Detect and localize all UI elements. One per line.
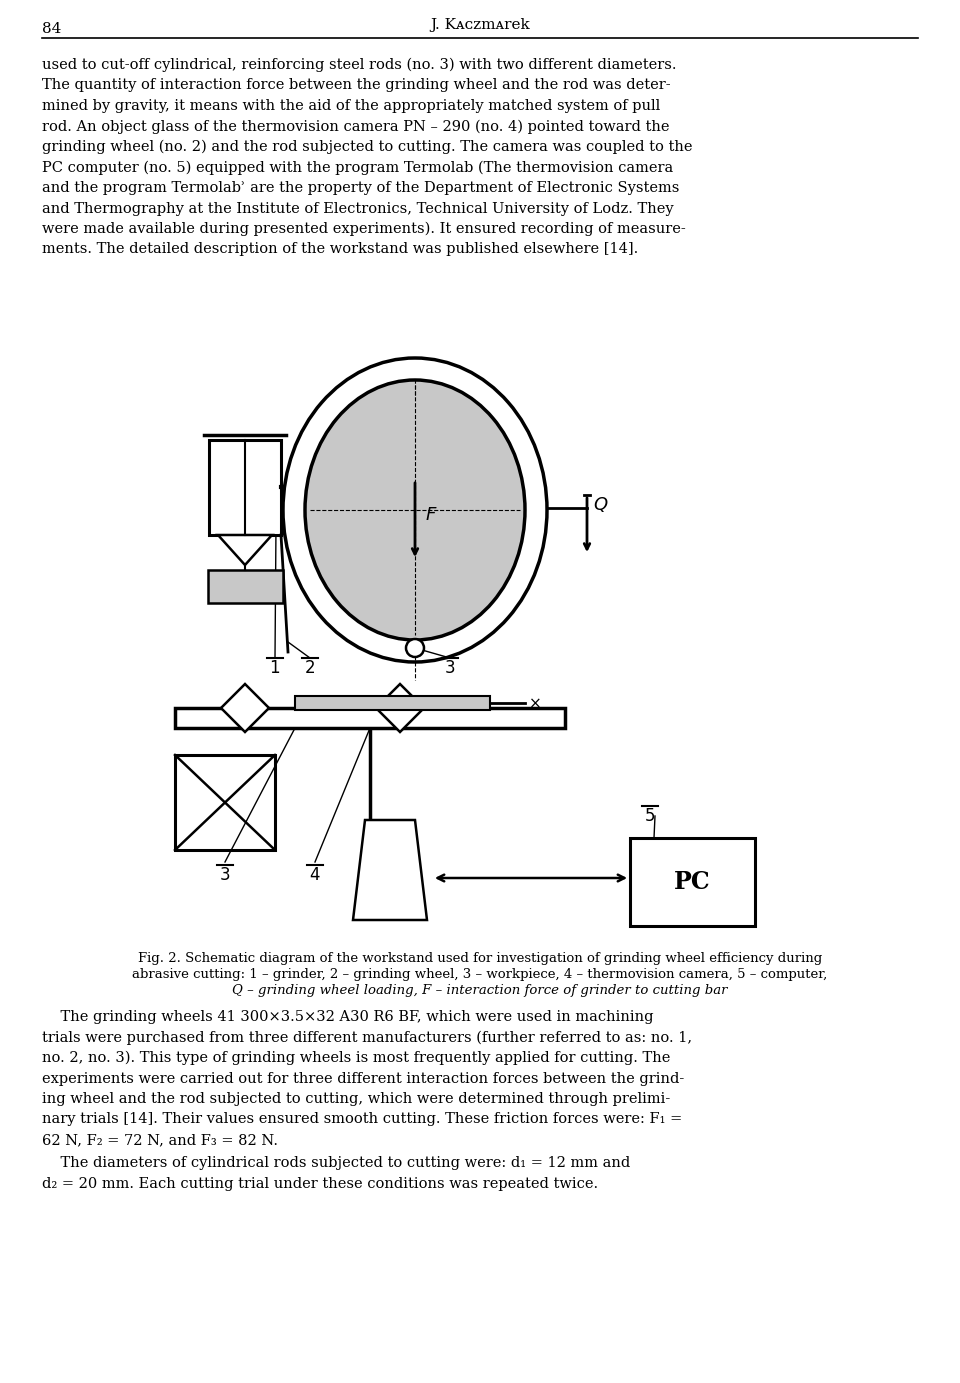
Text: and Thermography at the Institute of Electronics, Technical University of Lodz. : and Thermography at the Institute of Ele… [42, 202, 674, 216]
Circle shape [406, 639, 424, 657]
Text: $4$: $4$ [309, 867, 321, 884]
Bar [175, 708, 565, 727]
Text: used to cut-off cylindrical, reinforcing steel rods (no. 3) with two different d: used to cut-off cylindrical, reinforcing… [42, 58, 677, 72]
Text: PC computer (no. 5) equipped with the program Termolab (The thermovision camera: PC computer (no. 5) equipped with the pr… [42, 160, 673, 174]
Text: The diameters of cylindrical rods subjected to cutting were: d₁ = 12 mm and: The diameters of cylindrical rods subjec… [42, 1156, 631, 1170]
Text: 62 N, F₂ = 72 N, and F₃ = 82 N.: 62 N, F₂ = 72 N, and F₃ = 82 N. [42, 1133, 278, 1147]
Text: no. 2, no. 3). This type of grinding wheels is most frequently applied for cutti: no. 2, no. 3). This type of grinding whe… [42, 1051, 670, 1065]
Text: $3$: $3$ [444, 660, 456, 678]
Text: ments. The detailed description of the workstand was published elsewhere [14].: ments. The detailed description of the w… [42, 242, 638, 256]
Polygon shape [353, 820, 427, 920]
Text: nary trials [14]. Their values ensured smooth cutting. These friction forces wer: nary trials [14]. Their values ensured s… [42, 1112, 683, 1127]
Ellipse shape [283, 358, 547, 662]
Text: $1$: $1$ [270, 660, 280, 678]
Ellipse shape [305, 380, 525, 640]
Text: $\times$: $\times$ [528, 696, 540, 711]
Polygon shape [218, 535, 272, 566]
Text: abrasive cutting: 1 – grinder, 2 – grinding wheel, 3 – workpiece, 4 – thermovisi: abrasive cutting: 1 – grinder, 2 – grind… [132, 968, 828, 981]
Text: J. Kᴀᴄzmᴀrek: J. Kᴀᴄzmᴀrek [430, 18, 530, 32]
Text: Q – grinding wheel loading, F – interaction force of grinder to cutting bar: Q – grinding wheel loading, F – interact… [232, 983, 728, 997]
Text: The quantity of interaction force between the grinding wheel and the rod was det: The quantity of interaction force betwee… [42, 79, 671, 93]
Text: $F$: $F$ [425, 506, 438, 524]
Text: $5$: $5$ [644, 808, 656, 826]
Text: experiments were carried out for three different interaction forces between the : experiments were carried out for three d… [42, 1072, 684, 1086]
Text: rod. An object glass of the thermovision camera PN – 290 (no. 4) pointed toward : rod. An object glass of the thermovision… [42, 119, 669, 134]
Text: and the program Termolabʾ are the property of the Department of Electronic Syste: and the program Termolabʾ are the proper… [42, 181, 680, 195]
Polygon shape [221, 685, 269, 732]
Text: mined by gravity, it means with the aid of the appropriately matched system of p: mined by gravity, it means with the aid … [42, 100, 660, 113]
Text: $3$: $3$ [220, 867, 230, 884]
Bar [295, 696, 490, 709]
Bar [175, 755, 275, 851]
Text: d₂ = 20 mm. Each cutting trial under these conditions was repeated twice.: d₂ = 20 mm. Each cutting trial under the… [42, 1177, 598, 1191]
Bar [630, 838, 755, 927]
Text: PC: PC [674, 870, 710, 893]
Polygon shape [376, 685, 424, 732]
Text: trials were purchased from three different manufacturers (further referred to as: trials were purchased from three differe… [42, 1030, 692, 1046]
Text: ing wheel and the rod subjected to cutting, which were determined through prelim: ing wheel and the rod subjected to cutti… [42, 1093, 670, 1106]
Bar [208, 570, 283, 603]
Text: The grinding wheels 41 300×3.5×32 A30 R6 BF, which were used in machining: The grinding wheels 41 300×3.5×32 A30 R6… [42, 1010, 654, 1023]
Text: $2$: $2$ [304, 660, 316, 678]
Text: Fig. 2. Schematic diagram of the workstand used for investigation of grinding wh: Fig. 2. Schematic diagram of the worksta… [138, 952, 822, 965]
Bar [209, 440, 281, 535]
Text: $Q$: $Q$ [593, 495, 609, 514]
Text: were made available during presented experiments). It ensured recording of measu: were made available during presented exp… [42, 223, 685, 236]
Text: 84: 84 [42, 22, 61, 36]
Text: grinding wheel (no. 2) and the rod subjected to cutting. The camera was coupled : grinding wheel (no. 2) and the rod subje… [42, 140, 692, 155]
